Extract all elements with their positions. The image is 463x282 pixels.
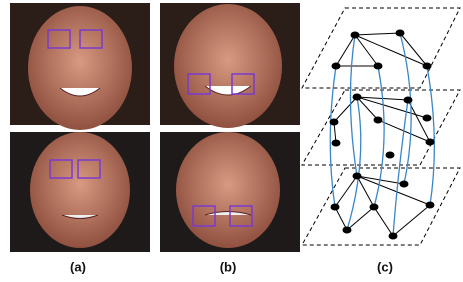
page: (a) (b) (c) (() => { const data = JSON.p… xyxy=(0,0,463,282)
panel-label: (c) xyxy=(377,259,393,274)
figure: (a) (b) (c) xyxy=(0,0,463,282)
face-photo-b-bottom xyxy=(160,132,300,252)
face-photo-a-top xyxy=(10,3,150,130)
face-photo-a-bottom xyxy=(10,132,150,252)
face-photo-b-top xyxy=(160,3,300,128)
panel-label: (a) xyxy=(70,259,86,274)
graph-diagram xyxy=(302,8,460,245)
panel-label: (b) xyxy=(220,259,237,274)
